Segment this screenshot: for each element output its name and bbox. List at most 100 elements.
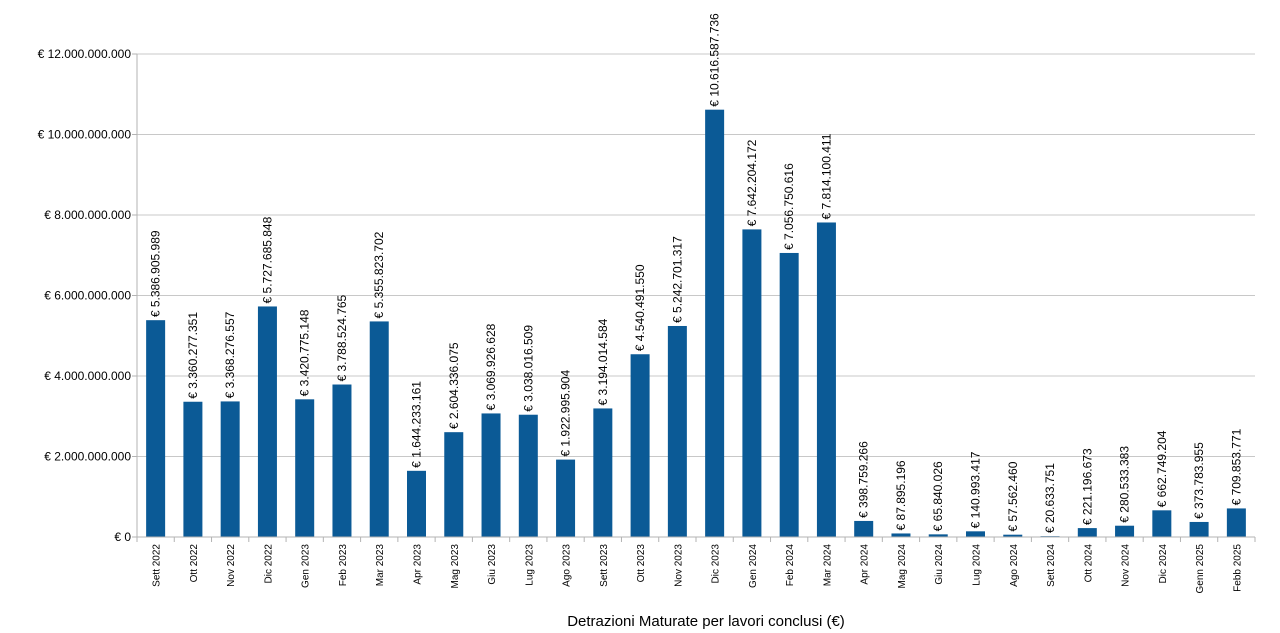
bar [1152, 510, 1172, 537]
x-tick-label: Mar 2024 [822, 544, 833, 587]
bar [966, 531, 985, 537]
x-tick-label: Ott 2022 [189, 544, 200, 583]
data-label: € 140.993.417 [969, 451, 983, 528]
data-label: € 3.420.775.148 [298, 309, 312, 396]
bar [630, 354, 650, 537]
x-tick-label: Febb 2025 [1232, 544, 1243, 592]
x-tick-label: Apr 2023 [413, 544, 424, 585]
x-tick-label: Giu 2024 [934, 544, 945, 585]
y-tick-label: € 0 [114, 530, 131, 544]
y-tick-label: € 2.000.000.000 [44, 450, 131, 464]
bar [593, 408, 613, 537]
data-label: € 65.840.026 [931, 461, 945, 531]
x-tick-label: Feb 2023 [338, 544, 349, 587]
bar [1077, 528, 1097, 537]
data-label: € 87.895.196 [894, 460, 908, 530]
data-label: € 5.242.701.317 [670, 236, 684, 323]
x-tick-label: Dic 2022 [263, 544, 274, 584]
bar [705, 109, 725, 537]
bar [444, 432, 464, 537]
data-label: € 3.194.014.584 [596, 318, 610, 405]
data-label: € 2.604.336.075 [447, 342, 461, 429]
y-tick-label: € 4.000.000.000 [44, 369, 131, 383]
x-tick-label: Nov 2023 [673, 544, 684, 587]
x-axis-ticks: Sett 2022 Ott 2022 Nov 2022 Dic 2022 Gen 202… [136, 537, 1256, 594]
x-tick-label: Lug 2024 [972, 544, 983, 586]
x-axis-title: Detrazioni Maturate per lavori conclusi … [567, 613, 845, 630]
data-label: € 1.644.233.161 [410, 381, 424, 468]
data-labels: € 5.386.905.989 € 3.360.277.351 € 3.368.27… [149, 13, 1244, 533]
bar [667, 325, 687, 537]
data-label: € 57.562.460 [1006, 461, 1020, 531]
x-tick-label: Gen 2024 [748, 544, 759, 588]
x-tick-label: Apr 2024 [860, 544, 871, 585]
data-label: € 398.759.266 [857, 441, 871, 518]
x-tick-label: Dic 2024 [1158, 544, 1169, 584]
data-label: € 3.360.277.351 [186, 312, 200, 399]
x-tick-label: Feb 2024 [785, 544, 796, 587]
x-tick-label: Ott 2023 [636, 544, 647, 583]
data-label: € 3.788.524.765 [335, 294, 349, 381]
x-tick-label: Mag 2024 [897, 544, 908, 589]
y-axis-ticks: € 0 € 2.000.000.000 € 4.000.000.000 € 6.000… [38, 47, 137, 544]
x-tick-label: Mag 2023 [450, 544, 461, 589]
data-label: € 709.853.771 [1229, 428, 1243, 505]
data-label: € 5.355.823.702 [372, 231, 386, 318]
bar [816, 222, 836, 537]
bar [295, 399, 315, 537]
x-tick-label: Dic 2023 [711, 544, 722, 584]
data-label: € 5.727.685.848 [260, 216, 274, 303]
data-label: € 373.783.955 [1192, 442, 1206, 519]
y-tick-label: € 6.000.000.000 [44, 289, 131, 303]
bar [1003, 534, 1023, 537]
data-label: € 10.616.587.736 [708, 13, 722, 107]
x-tick-label: Genn 2025 [1195, 544, 1206, 594]
bar [556, 459, 576, 537]
gridlines [137, 53, 1255, 457]
bar [332, 384, 352, 537]
bar [928, 534, 948, 537]
data-label: € 5.386.905.989 [149, 230, 163, 317]
y-tick-label: € 8.000.000.000 [44, 208, 131, 222]
x-tick-label: Sett 2024 [1046, 544, 1057, 587]
x-tick-label: Ago 2023 [562, 544, 573, 587]
bars [146, 109, 1246, 537]
bar [518, 414, 538, 537]
data-label: € 1.922.995.904 [559, 370, 573, 457]
data-label: € 7.056.750.616 [782, 163, 796, 250]
x-tick-label: Nov 2022 [226, 544, 237, 587]
data-label: € 221.196.673 [1080, 448, 1094, 525]
x-tick-label: Sett 2023 [599, 544, 610, 587]
x-tick-label: Giu 2023 [487, 544, 498, 585]
bar [1189, 521, 1209, 537]
data-label: € 3.069.926.628 [484, 323, 498, 410]
bar [220, 401, 240, 537]
x-tick-label: Sett 2022 [152, 544, 163, 587]
bar [407, 470, 426, 537]
data-label: € 3.038.016.509 [521, 325, 535, 412]
x-tick-label: Ott 2024 [1083, 544, 1094, 583]
bar [183, 401, 203, 537]
y-tick-label: € 10.000.000.000 [38, 128, 132, 142]
data-label: € 7.814.100.411 [819, 133, 833, 219]
bar [481, 413, 501, 537]
bar [146, 320, 166, 537]
data-label: € 4.540.491.550 [633, 264, 647, 351]
data-label: € 280.533.383 [1118, 446, 1132, 523]
bar [257, 306, 277, 537]
x-tick-label: Mar 2023 [375, 544, 386, 587]
data-label: € 3.368.276.557 [223, 311, 237, 398]
data-label: € 20.633.751 [1043, 463, 1057, 533]
data-label: € 7.642.204.172 [745, 139, 759, 226]
x-tick-label: Ago 2024 [1009, 544, 1020, 587]
bar [779, 252, 799, 537]
y-tick-label: € 12.000.000.000 [38, 47, 132, 61]
bar [891, 533, 911, 537]
bar [742, 229, 762, 537]
bar [369, 321, 389, 537]
x-tick-label: Lug 2023 [524, 544, 535, 586]
x-tick-label: Nov 2024 [1121, 544, 1132, 587]
x-tick-label: Gen 2023 [301, 544, 312, 588]
bar [1115, 525, 1135, 537]
